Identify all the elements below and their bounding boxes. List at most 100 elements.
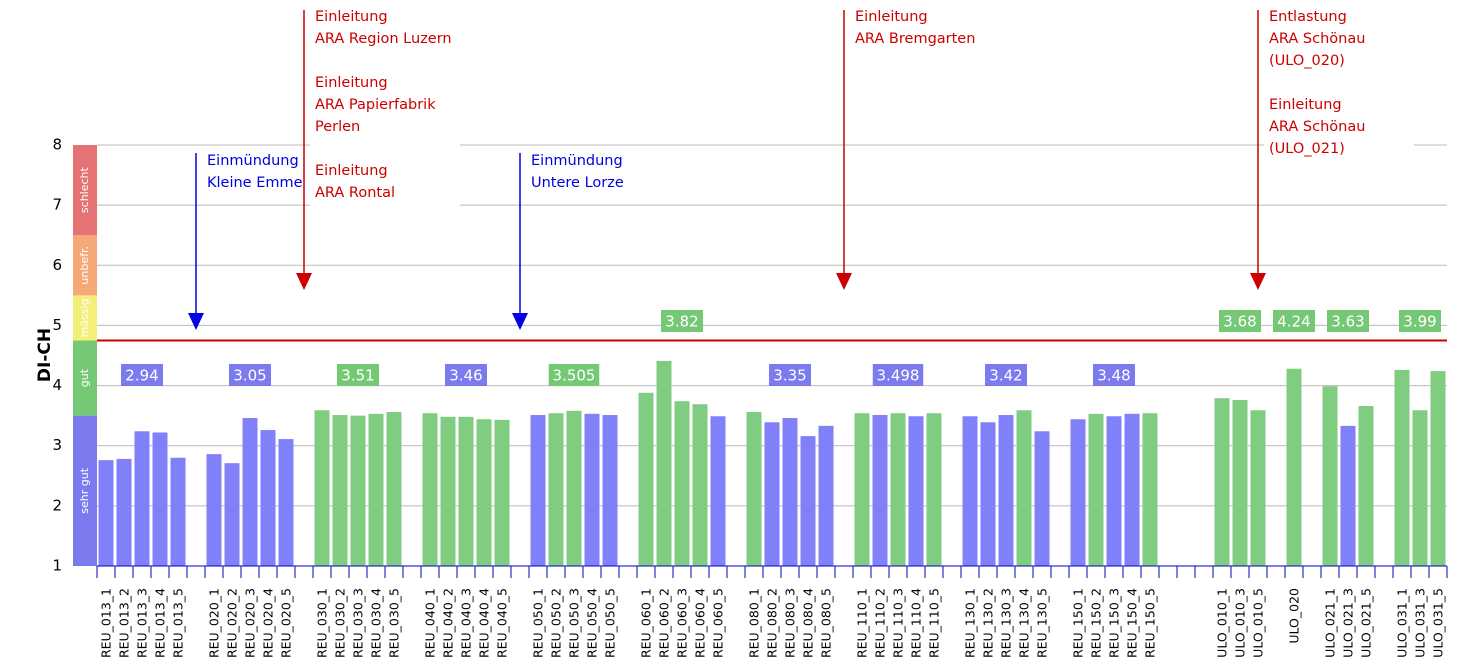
bar bbox=[332, 415, 348, 566]
group-mean-box bbox=[661, 310, 703, 332]
group-mean-label: 3.48 bbox=[1097, 367, 1130, 385]
x-tick-label: REU_150_2 bbox=[1089, 588, 1104, 658]
annotation-bg bbox=[310, 6, 460, 214]
annotation-text: Einleitung bbox=[855, 9, 928, 25]
annotation-arrowhead bbox=[188, 313, 204, 330]
group-mean-box bbox=[985, 364, 1027, 386]
x-tick-label: ULO_021_3 bbox=[1341, 588, 1356, 658]
x-tick-label: REU_050_1 bbox=[531, 588, 546, 658]
bar bbox=[1106, 416, 1122, 566]
x-tick-label: ULO_010_1 bbox=[1215, 588, 1230, 658]
bar bbox=[548, 413, 564, 566]
x-tick-label: REU_030_4 bbox=[369, 588, 384, 658]
bar bbox=[764, 422, 780, 566]
x-tick-label: REU_060_3 bbox=[675, 588, 690, 658]
x-tick-label: REU_040_3 bbox=[459, 588, 474, 658]
x-tick-label: REU_050_5 bbox=[603, 588, 618, 658]
x-tick-label: ULO_031_1 bbox=[1395, 588, 1410, 658]
bar bbox=[1124, 413, 1140, 566]
bar bbox=[908, 416, 924, 566]
annotation-text: Untere Lorze bbox=[531, 175, 624, 191]
bar bbox=[710, 416, 726, 566]
bar bbox=[1214, 398, 1230, 566]
group-mean-box bbox=[1273, 310, 1315, 332]
bar bbox=[440, 416, 456, 566]
y-tick-label: 2 bbox=[52, 496, 62, 514]
bar bbox=[260, 430, 276, 566]
bar bbox=[746, 412, 762, 566]
x-tick-label: REU_040_1 bbox=[423, 588, 438, 658]
group-mean-label: 3.51 bbox=[341, 367, 374, 385]
x-tick-label: REU_013_5 bbox=[171, 588, 186, 658]
bar bbox=[458, 416, 474, 566]
group-mean-label: 2.94 bbox=[125, 367, 158, 385]
bar bbox=[998, 415, 1014, 566]
x-tick-label: REU_020_4 bbox=[261, 588, 276, 658]
group-mean-box bbox=[1327, 310, 1369, 332]
group-mean-box bbox=[1399, 310, 1441, 332]
bar bbox=[782, 418, 798, 566]
annotation-bg bbox=[850, 6, 1000, 60]
bar bbox=[494, 419, 510, 566]
class-band bbox=[73, 235, 97, 296]
x-tick-label: REU_060_5 bbox=[711, 588, 726, 658]
class-band-label: gut bbox=[78, 368, 91, 387]
x-tick-label: ULO_031_5 bbox=[1431, 588, 1446, 658]
bar bbox=[116, 458, 132, 566]
annotation-text: ARA Rontal bbox=[315, 185, 395, 201]
group-mean-box bbox=[872, 364, 924, 386]
bar bbox=[1034, 431, 1050, 566]
x-tick-label: REU_130_3 bbox=[999, 588, 1014, 658]
x-tick-label: REU_013_4 bbox=[153, 588, 168, 658]
bar bbox=[1340, 425, 1356, 566]
class-band bbox=[73, 145, 97, 236]
annotation-text: Entlastung bbox=[1269, 9, 1347, 25]
y-tick-label: 7 bbox=[52, 196, 62, 214]
class-band-label: mässig bbox=[78, 298, 91, 337]
bar bbox=[314, 410, 330, 566]
y-tick-label: 3 bbox=[52, 436, 62, 454]
y-tick-label: 8 bbox=[52, 136, 62, 154]
class-band-label: sehr gut bbox=[78, 467, 91, 513]
annotation-text: (ULO_020) bbox=[1269, 53, 1345, 69]
annotation-arrowhead bbox=[836, 273, 852, 290]
class-band bbox=[73, 295, 97, 341]
bar bbox=[962, 416, 978, 566]
bar bbox=[1016, 410, 1032, 566]
bar bbox=[872, 415, 888, 566]
x-tick-label: REU_150_5 bbox=[1143, 588, 1158, 658]
x-tick-label: REU_110_5 bbox=[927, 588, 942, 658]
x-tick-label: ULO_021_5 bbox=[1359, 588, 1374, 658]
x-tick-label: REU_080_4 bbox=[801, 588, 816, 658]
annotation-text: Einleitung bbox=[1269, 97, 1342, 113]
group-mean-label: 3.46 bbox=[449, 367, 482, 385]
x-tick-label: REU_050_4 bbox=[585, 588, 600, 658]
bar bbox=[530, 415, 546, 566]
x-tick-label: ULO_010_5 bbox=[1251, 588, 1266, 658]
x-tick-label: REU_030_3 bbox=[351, 588, 366, 658]
bar bbox=[224, 463, 240, 566]
group-mean-label: 3.498 bbox=[877, 367, 920, 385]
group-mean-label: 3.505 bbox=[553, 367, 596, 385]
x-tick-label: REU_080_1 bbox=[747, 588, 762, 658]
annotation-text: ARA Papierfabrik bbox=[315, 97, 436, 113]
x-tick-label: ULO_020 bbox=[1287, 588, 1302, 644]
bar bbox=[1430, 371, 1446, 566]
group-mean-label: 3.68 bbox=[1223, 313, 1256, 331]
bar bbox=[278, 439, 294, 566]
x-tick-label: REU_020_1 bbox=[207, 588, 222, 658]
annotation-arrowhead bbox=[512, 313, 528, 330]
x-tick-label: REU_150_1 bbox=[1071, 588, 1086, 658]
x-tick-label: REU_130_5 bbox=[1035, 588, 1050, 658]
x-tick-label: ULO_010_3 bbox=[1233, 588, 1248, 658]
bar bbox=[656, 360, 672, 566]
class-band bbox=[73, 340, 97, 416]
x-tick-label: REU_080_3 bbox=[783, 588, 798, 658]
bar bbox=[350, 415, 366, 566]
x-tick-label: ULO_031_3 bbox=[1413, 588, 1428, 658]
x-tick-label: REU_050_2 bbox=[549, 588, 564, 658]
x-tick-label: REU_080_5 bbox=[819, 588, 834, 658]
x-tick-label: REU_020_2 bbox=[225, 588, 240, 658]
annotation-text: Perlen bbox=[315, 119, 360, 135]
